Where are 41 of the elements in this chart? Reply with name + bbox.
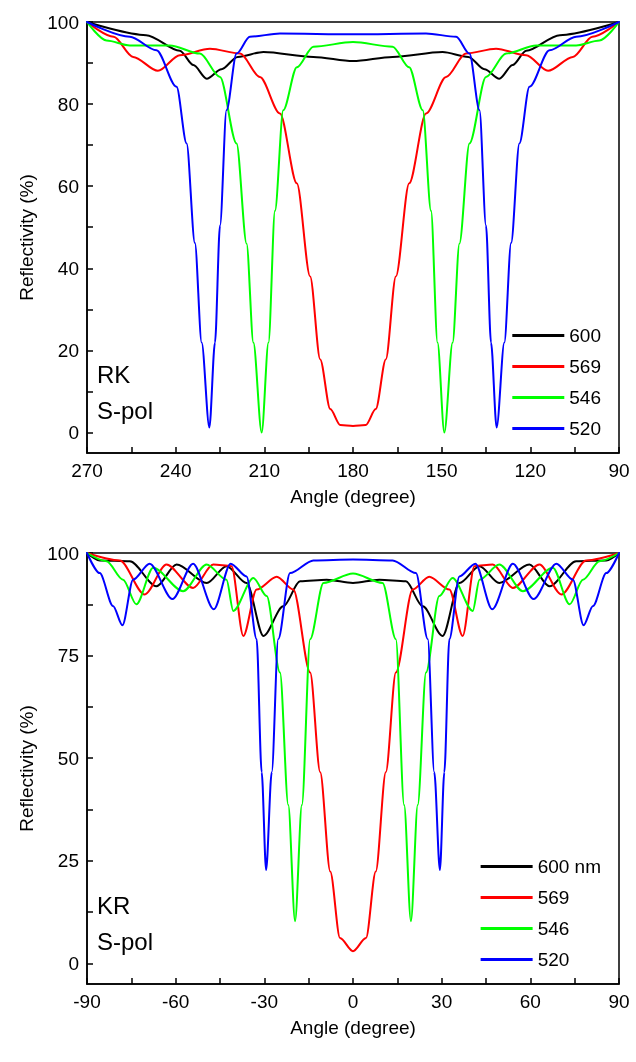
y-tick-label: 60: [57, 175, 79, 197]
x-tick-label: 120: [514, 460, 547, 481]
y-tick-label: 50: [57, 747, 79, 769]
legend-label: 600 nm: [537, 856, 601, 877]
x-tick-label: 270: [71, 460, 103, 481]
x-tick-label: 60: [519, 991, 541, 1012]
x-tick-label: -60: [161, 991, 190, 1012]
y-tick-label: 75: [57, 645, 79, 667]
y-tick-label: 20: [57, 339, 79, 361]
legend-label: 600: [569, 325, 601, 346]
legend-label: 546: [569, 387, 601, 408]
y-tick-label: 100: [47, 542, 79, 564]
y-tick-label: 0: [68, 421, 79, 443]
legend-label: 520: [537, 949, 570, 970]
x-axis-title: Angle (degree): [290, 486, 416, 507]
y-tick-label: 100: [47, 11, 79, 33]
x-tick-label: 180: [337, 460, 369, 481]
legend-label: 520: [569, 418, 601, 439]
annotation: KR: [97, 891, 131, 919]
x-tick-label: 90: [608, 460, 630, 481]
x-tick-label: 90: [608, 991, 630, 1012]
x-tick-label: -90: [73, 991, 101, 1012]
x-tick-label: 30: [431, 991, 453, 1012]
x-tick-label: 210: [248, 460, 281, 481]
y-tick-label: 0: [68, 952, 79, 974]
y-tick-label: 40: [57, 257, 79, 279]
legend-label: 546: [537, 918, 570, 939]
annotation: S-pol: [97, 396, 154, 424]
legend-label: 569: [569, 356, 601, 377]
y-tick-label: 25: [57, 850, 79, 872]
legend-label: 569: [537, 887, 570, 908]
x-tick-label: 150: [425, 460, 458, 481]
x-tick-label: 0: [347, 991, 359, 1012]
x-tick-label: -30: [250, 991, 279, 1012]
annotation: S-pol: [97, 927, 154, 955]
x-tick-label: 240: [159, 460, 192, 481]
y-axis-title: Reflectivity (%): [16, 705, 38, 832]
y-tick-label: 80: [57, 93, 79, 115]
y-axis-title: Reflectivity (%): [16, 174, 38, 301]
x-axis-title: Angle (degree): [290, 1017, 416, 1038]
annotation: RK: [97, 360, 131, 388]
